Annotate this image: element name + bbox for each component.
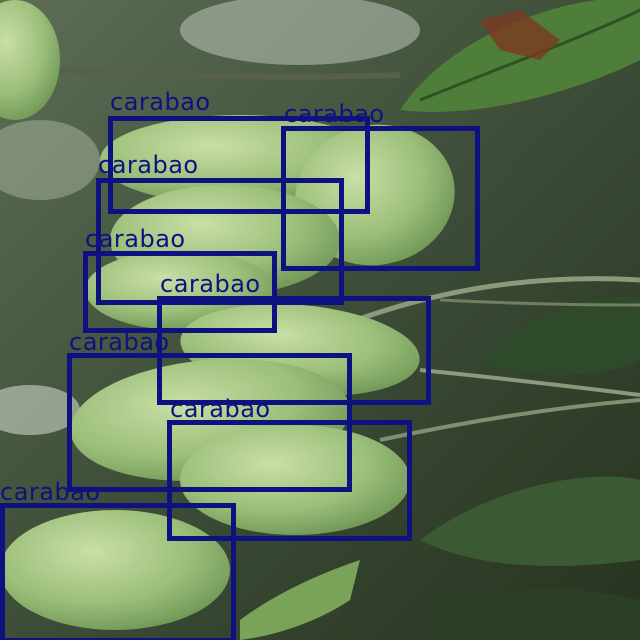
detection-label: carabao — [69, 328, 170, 356]
detection-label: carabao — [0, 478, 101, 506]
detection-box — [96, 178, 344, 305]
detection-box — [281, 126, 480, 271]
detection-box — [83, 251, 277, 333]
detection-box — [157, 296, 431, 405]
detection-label: carabao — [98, 151, 199, 179]
detection-label: carabao — [85, 225, 186, 253]
detection-box — [108, 116, 370, 214]
detection-box — [0, 503, 236, 640]
detection-label: carabao — [170, 395, 271, 423]
detection-box — [167, 420, 412, 541]
detection-label: carabao — [284, 100, 385, 128]
detection-label: carabao — [160, 270, 261, 298]
detection-label: carabao — [110, 88, 211, 116]
